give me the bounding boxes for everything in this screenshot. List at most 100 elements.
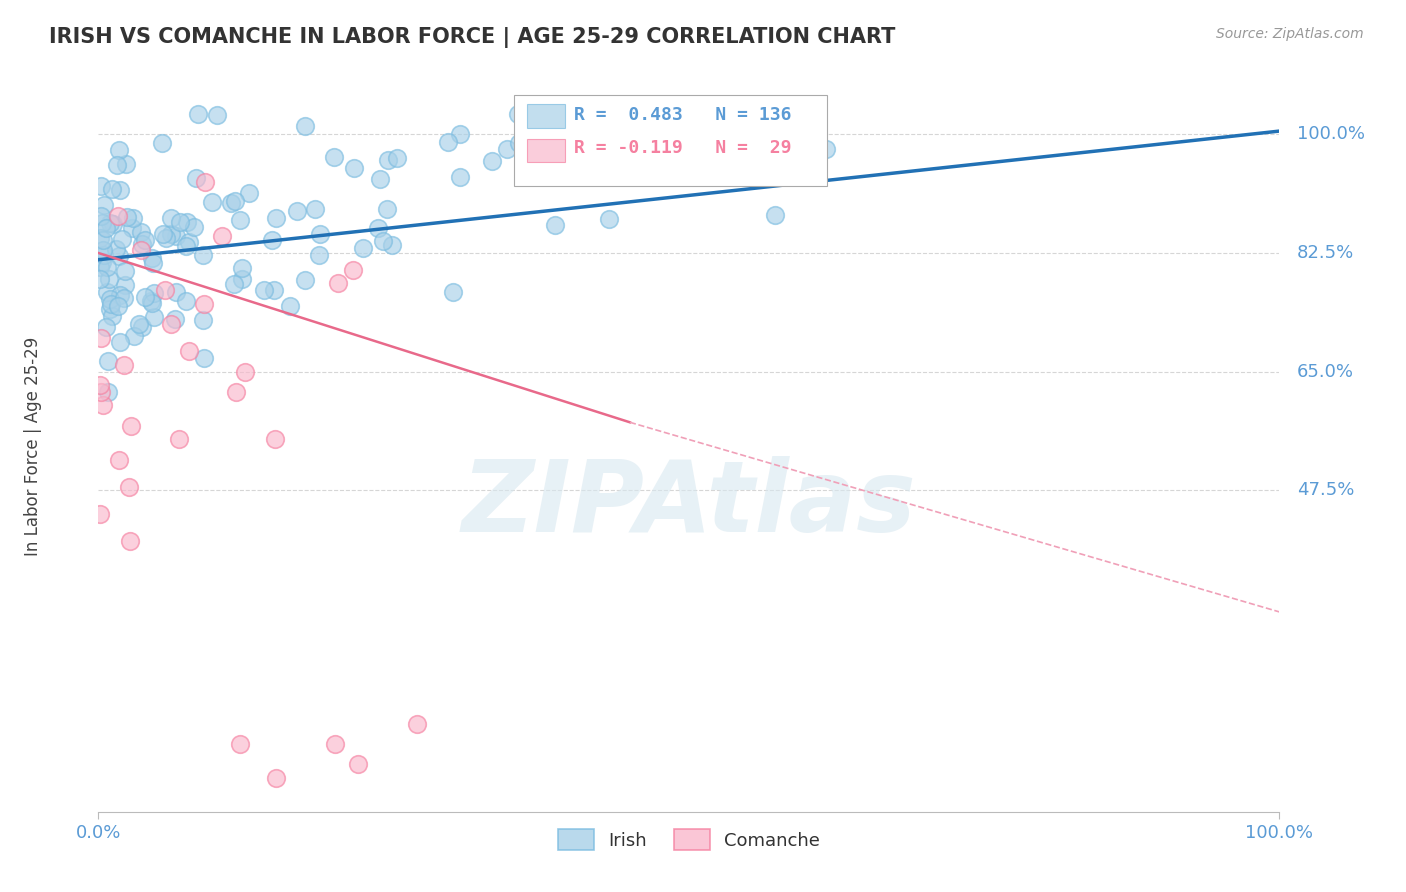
Point xyxy=(529,108,551,122)
Point xyxy=(496,142,519,156)
Point xyxy=(221,196,243,211)
Point xyxy=(167,432,190,446)
Point xyxy=(651,129,673,144)
Text: In Labor Force | Age 25-29: In Labor Force | Age 25-29 xyxy=(24,336,42,556)
Point xyxy=(263,283,285,297)
Point xyxy=(152,227,174,241)
Text: R = -0.119   N =  29: R = -0.119 N = 29 xyxy=(575,139,792,157)
Point xyxy=(174,293,197,308)
Point xyxy=(100,292,122,306)
Text: Source: ZipAtlas.com: Source: ZipAtlas.com xyxy=(1216,27,1364,41)
Point xyxy=(89,260,111,274)
Point xyxy=(377,153,399,167)
Point xyxy=(449,127,471,141)
Point xyxy=(165,285,187,300)
Point xyxy=(108,335,131,350)
Point xyxy=(179,235,201,250)
Point xyxy=(96,260,118,275)
Point xyxy=(101,217,124,231)
Point xyxy=(693,110,716,124)
Point xyxy=(253,283,276,297)
Point xyxy=(233,364,256,378)
Point xyxy=(129,243,152,257)
Text: 65.0%: 65.0% xyxy=(1298,362,1354,381)
Point xyxy=(94,220,117,235)
Point xyxy=(194,175,217,189)
Point xyxy=(368,171,391,186)
Point xyxy=(176,215,198,229)
Text: ZIPAtlas: ZIPAtlas xyxy=(461,456,917,553)
Point xyxy=(278,299,301,313)
Point xyxy=(118,480,141,494)
Point xyxy=(725,119,748,133)
FancyBboxPatch shape xyxy=(527,139,565,162)
Text: IRISH VS COMANCHE IN LABOR FORCE | AGE 25-29 CORRELATION CHART: IRISH VS COMANCHE IN LABOR FORCE | AGE 2… xyxy=(49,27,896,48)
Point xyxy=(229,737,252,751)
Point xyxy=(191,313,214,327)
Point xyxy=(89,271,111,285)
Point xyxy=(93,248,115,262)
Point xyxy=(231,272,253,286)
Point xyxy=(598,122,620,136)
Point xyxy=(94,319,117,334)
Point xyxy=(441,285,464,299)
Point xyxy=(153,283,176,297)
Point xyxy=(134,234,156,248)
Point xyxy=(108,249,131,263)
Point xyxy=(114,291,136,305)
Point xyxy=(193,297,215,311)
Point xyxy=(201,195,224,210)
Point xyxy=(90,331,112,345)
Point xyxy=(371,234,394,248)
Point xyxy=(598,211,620,226)
Point xyxy=(756,147,779,161)
Point xyxy=(105,158,128,172)
Point xyxy=(141,251,163,265)
Point xyxy=(222,277,245,291)
Point xyxy=(124,329,146,343)
Text: 82.5%: 82.5% xyxy=(1298,244,1354,262)
Point xyxy=(381,238,404,252)
Point xyxy=(225,384,247,399)
Point xyxy=(117,211,139,225)
Point xyxy=(308,227,330,241)
Point xyxy=(142,286,165,301)
Point xyxy=(114,278,136,293)
Point xyxy=(169,215,191,229)
Point xyxy=(716,107,738,121)
Point xyxy=(588,154,610,169)
Point xyxy=(91,233,114,247)
Point xyxy=(806,128,828,143)
Point xyxy=(775,107,797,121)
Point xyxy=(326,277,349,291)
Point xyxy=(121,418,143,433)
Point xyxy=(141,296,163,310)
Point xyxy=(481,154,503,169)
Point xyxy=(229,212,252,227)
Point xyxy=(128,317,150,331)
Point xyxy=(183,220,205,235)
Point xyxy=(165,311,187,326)
Point xyxy=(105,242,128,256)
Point xyxy=(406,716,429,731)
Point xyxy=(129,225,152,239)
Point xyxy=(260,233,283,247)
Point xyxy=(90,384,112,399)
Point xyxy=(385,151,408,165)
Point xyxy=(141,293,163,308)
Point xyxy=(134,290,156,304)
Point xyxy=(238,186,260,200)
Point xyxy=(789,107,811,121)
Point xyxy=(160,211,183,225)
Point xyxy=(90,209,112,223)
Point xyxy=(100,297,122,311)
Point xyxy=(508,136,530,150)
Point xyxy=(375,202,398,217)
Point xyxy=(112,358,135,372)
Point xyxy=(595,107,617,121)
Point xyxy=(98,272,121,286)
Point xyxy=(193,351,215,365)
Point xyxy=(108,182,131,196)
Text: 47.5%: 47.5% xyxy=(1298,481,1354,499)
FancyBboxPatch shape xyxy=(515,95,827,186)
